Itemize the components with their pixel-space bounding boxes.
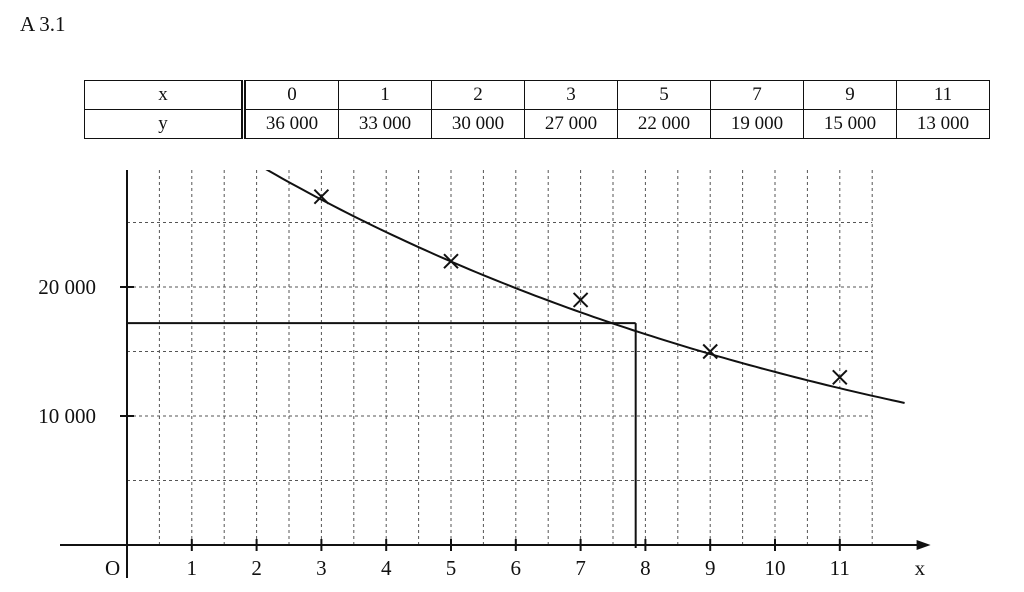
data-point-stroke: [702, 343, 718, 360]
x-tick-label: 11: [830, 556, 850, 580]
table-cell: 0: [243, 80, 339, 110]
x-tick-label: 8: [640, 556, 651, 580]
table-y-header: y: [84, 109, 246, 139]
graph-curve: [265, 170, 905, 404]
x-tick-label: 5: [446, 556, 457, 580]
table-cell: 7: [710, 80, 804, 110]
value-table: x 0 1 2 3 5 7 9 11 y 36 000 33 000 30 00…: [84, 80, 990, 139]
x-tick-label: 10: [765, 556, 786, 580]
table-cell: 33 000: [338, 109, 432, 139]
origin-label: O: [105, 556, 120, 580]
table-cell: 22 000: [617, 109, 711, 139]
data-point-stroke: [572, 292, 589, 308]
x-tick-label: 2: [251, 556, 262, 580]
x-tick-label: 7: [575, 556, 586, 580]
data-point: [702, 343, 718, 360]
table-cell: 19 000: [710, 109, 804, 139]
curve-layer: [265, 170, 905, 404]
data-point: [572, 292, 589, 308]
table-row-y: y 36 000 33 000 30 000 27 000 22 000 19 …: [84, 109, 990, 139]
table-cell: 2: [431, 80, 525, 110]
table-cell: 36 000: [243, 109, 339, 139]
table-cell: 5: [617, 80, 711, 110]
x-axis-arrow-icon: [916, 540, 931, 550]
table-row-x: x 0 1 2 3 5 7 9 11: [84, 80, 990, 110]
data-point: [443, 253, 459, 269]
data-point-stroke: [313, 188, 330, 205]
x-tick-label: 4: [381, 556, 392, 580]
data-point: [313, 188, 330, 205]
table-cell: 27 000: [524, 109, 618, 139]
x-tick-label: 1: [187, 556, 198, 580]
x-axis-label: x: [915, 556, 926, 580]
chart-axes: [60, 170, 931, 578]
y-tick-label: 10 000: [38, 404, 96, 428]
reading-lines: [127, 322, 637, 548]
table-cell: 15 000: [803, 109, 897, 139]
x-tick-label: 9: [705, 556, 716, 580]
y-tick-label: 20 000: [38, 275, 96, 299]
data-points: [313, 188, 848, 386]
table-cell: 3: [524, 80, 618, 110]
x-tick-label: 6: [511, 556, 522, 580]
table-cell: 1: [338, 80, 432, 110]
data-point-stroke: [832, 369, 848, 386]
task-label: A 3.1: [20, 12, 66, 36]
table-x-header: x: [84, 80, 246, 110]
data-point: [832, 369, 848, 386]
table-cell: 13 000: [896, 109, 990, 139]
data-point-stroke: [443, 253, 459, 269]
chart-grid: [127, 170, 873, 545]
x-tick-label: 3: [316, 556, 327, 580]
table-cell: 30 000: [431, 109, 525, 139]
table-cell: 11: [896, 80, 990, 110]
table-cell: 9: [803, 80, 897, 110]
